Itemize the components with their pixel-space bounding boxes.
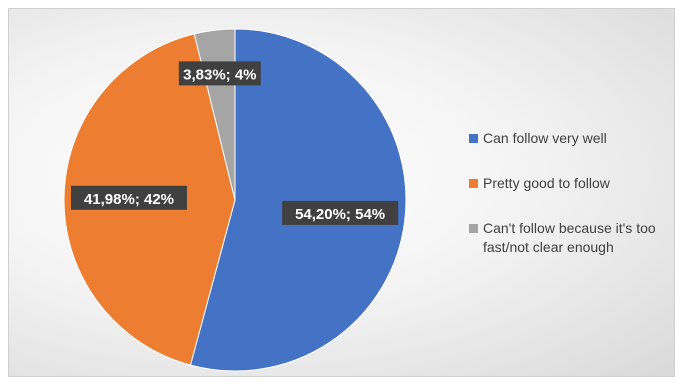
data-label-box <box>282 200 399 225</box>
legend-swatch-orange <box>469 179 478 188</box>
pie-chart: 54,20%; 54% 41,98%; 42% 3,83%; 4% <box>63 28 407 372</box>
pie-slice <box>189 28 407 372</box>
data-label-text: 3,83%; 4% <box>183 66 256 83</box>
legend: Can follow very well Pretty good to foll… <box>469 129 669 283</box>
data-label-box <box>178 61 261 86</box>
data-label: 41,98%; 42% <box>70 185 187 210</box>
legend-label: Pretty good to follow <box>483 175 610 191</box>
chart-area: 54,20%; 54% 41,98%; 42% 3,83%; 4% Can foll… <box>8 8 675 377</box>
legend-swatch-blue <box>469 134 478 143</box>
data-label: 3,83%; 4% <box>178 61 261 86</box>
legend-item-cant-follow: Can't follow because it's too fast/not c… <box>469 219 669 257</box>
legend-label: Can follow very well <box>483 130 607 146</box>
legend-label: Can't follow because it's too fast/not c… <box>483 220 656 255</box>
legend-swatch-gray <box>469 224 478 233</box>
data-label-text: 54,20%; 54% <box>295 206 385 223</box>
legend-item-can-follow: Can follow very well <box>469 129 669 148</box>
legend-item-pretty-good: Pretty good to follow <box>469 174 669 193</box>
data-label: 54,20%; 54% <box>282 200 399 225</box>
data-label-box <box>70 185 187 210</box>
data-label-text: 41,98%; 42% <box>84 191 174 208</box>
